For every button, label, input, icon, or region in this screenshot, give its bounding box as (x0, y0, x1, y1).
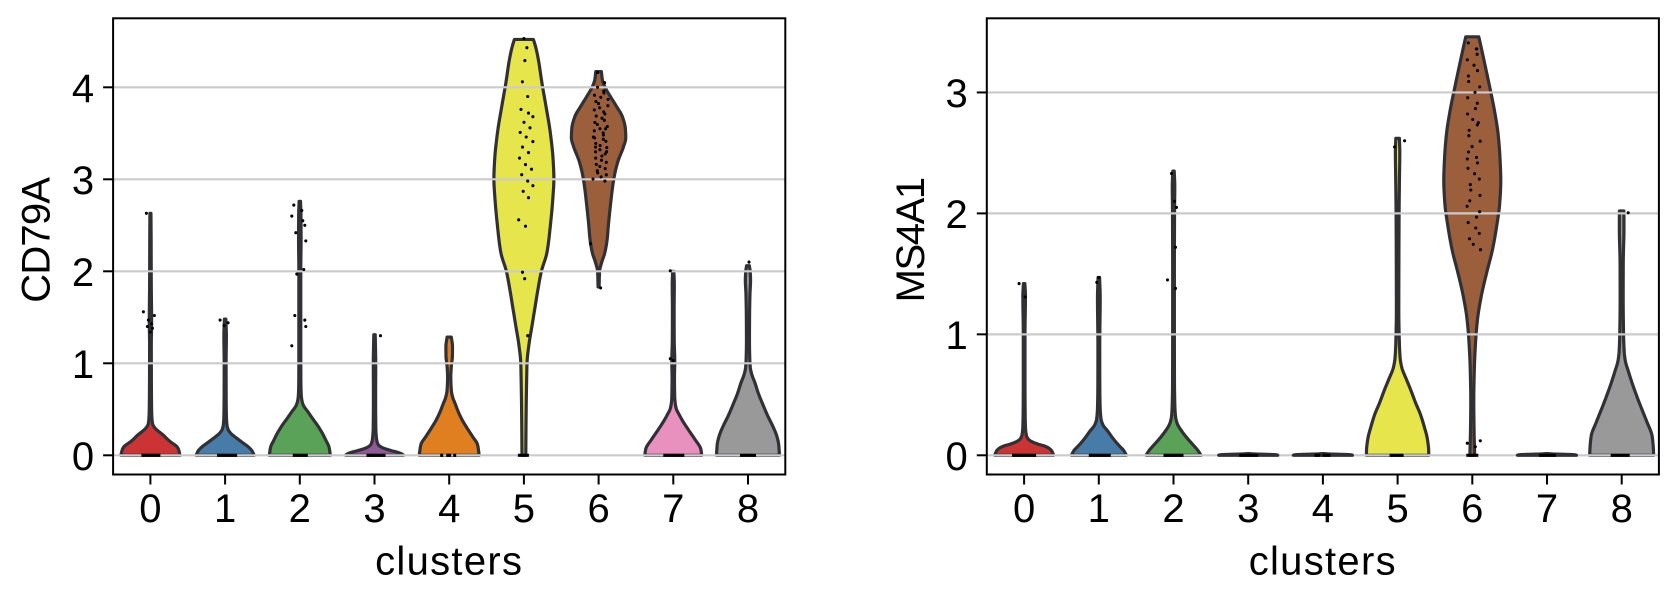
svg-text:clusters: clusters (1249, 540, 1397, 584)
svg-text:2: 2 (72, 251, 94, 295)
svg-text:7: 7 (662, 487, 684, 531)
svg-text:7: 7 (1536, 487, 1558, 531)
svg-text:6: 6 (1461, 487, 1483, 531)
svg-text:1: 1 (946, 314, 968, 358)
svg-text:3: 3 (946, 72, 968, 116)
svg-text:2: 2 (289, 487, 311, 531)
svg-text:clusters: clusters (375, 540, 523, 584)
svg-text:0: 0 (139, 487, 161, 531)
svg-text:1: 1 (1088, 487, 1110, 531)
svg-text:2: 2 (946, 193, 968, 237)
svg-text:1: 1 (72, 343, 94, 387)
svg-text:3: 3 (1237, 487, 1259, 531)
svg-text:2: 2 (1162, 487, 1184, 531)
svg-text:4: 4 (438, 487, 460, 531)
svg-text:3: 3 (72, 159, 94, 203)
svg-text:8: 8 (737, 487, 759, 531)
svg-text:5: 5 (513, 487, 535, 531)
svg-text:6: 6 (587, 487, 609, 531)
svg-text:CD79A: CD79A (15, 177, 59, 303)
svg-text:4: 4 (1312, 487, 1334, 531)
svg-text:8: 8 (1611, 487, 1633, 531)
svg-text:0: 0 (72, 435, 94, 479)
svg-text:4: 4 (72, 67, 94, 111)
svg-text:MS4A1: MS4A1 (889, 178, 933, 302)
svg-text:0: 0 (1013, 487, 1035, 531)
svg-text:0: 0 (946, 435, 968, 479)
svg-text:3: 3 (363, 487, 385, 531)
svg-text:1: 1 (214, 487, 236, 531)
svg-text:5: 5 (1386, 487, 1408, 531)
